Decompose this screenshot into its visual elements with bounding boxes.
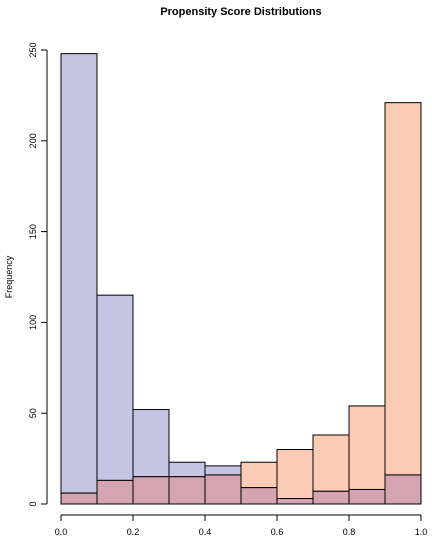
bar-series-1-bin-4 bbox=[204, 465, 242, 476]
y-tick-label: 150 bbox=[28, 224, 38, 239]
bar-overlap-bin-0 bbox=[60, 492, 98, 505]
x-tick-label: 0.6 bbox=[271, 527, 284, 537]
bar-series-2-bin-8 bbox=[348, 405, 386, 490]
y-tick-label: 50 bbox=[28, 408, 38, 418]
bar-series-2-bin-6 bbox=[276, 449, 314, 500]
x-tick-label: 0.2 bbox=[127, 527, 140, 537]
x-tick-label: 0.0 bbox=[55, 527, 68, 537]
bar-series-2-bin-9 bbox=[384, 102, 422, 476]
bar-overlap-bin-7 bbox=[312, 490, 350, 505]
chart-title: Propensity Score Distributions bbox=[160, 6, 321, 18]
bar-overlap-bin-5 bbox=[240, 487, 278, 505]
bar-series-1-bin-3 bbox=[168, 461, 206, 478]
bar-series-1-bin-1 bbox=[96, 294, 134, 481]
bar-series-2-bin-7 bbox=[312, 434, 350, 492]
bar-series-2-bin-5 bbox=[240, 461, 278, 489]
bar-series-1-bin-2 bbox=[132, 409, 170, 478]
bar-overlap-bin-1 bbox=[96, 479, 134, 505]
bar-overlap-bin-6 bbox=[276, 498, 314, 505]
axes-group: 0.0 0.2 0.4 0.6 0.8 1.0 0 50 100 150 200 250 bbox=[28, 42, 427, 537]
y-axis-label: Frequency bbox=[4, 255, 14, 298]
bar-overlap-bin-2 bbox=[132, 476, 170, 505]
bar-overlap-bin-3 bbox=[168, 476, 206, 505]
y-tick-label: 100 bbox=[28, 315, 38, 330]
y-tick-label: 250 bbox=[28, 42, 38, 57]
y-tick-label: 0 bbox=[28, 501, 38, 506]
bars-group bbox=[60, 53, 422, 505]
bar-overlap-bin-4 bbox=[204, 474, 242, 505]
bar-overlap-bin-8 bbox=[348, 488, 386, 505]
x-tick-label: 1.0 bbox=[415, 527, 428, 537]
y-tick-label: 200 bbox=[28, 133, 38, 148]
x-tick-label: 0.4 bbox=[199, 527, 212, 537]
bar-series-1-bin-0 bbox=[60, 53, 98, 494]
bar-overlap-bin-9 bbox=[384, 474, 422, 505]
x-tick-label: 0.8 bbox=[343, 527, 356, 537]
